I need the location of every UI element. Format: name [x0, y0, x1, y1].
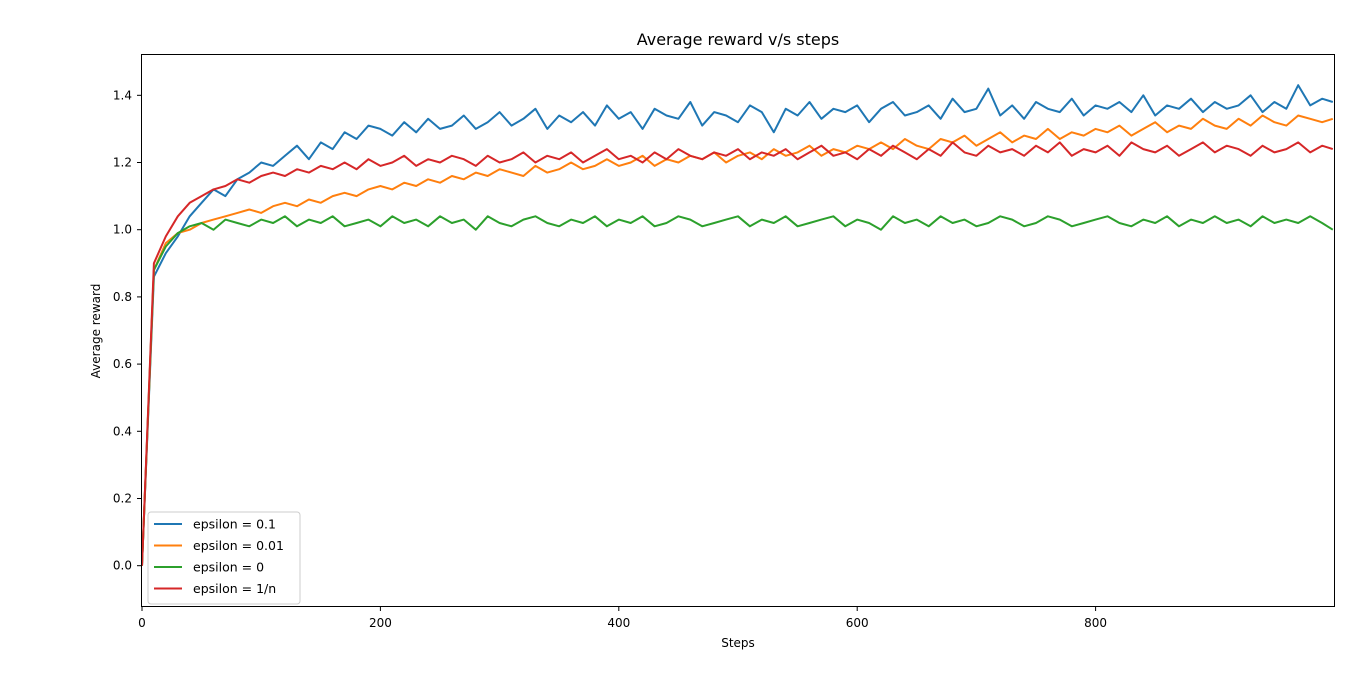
- x-tick-label: 600: [846, 616, 869, 630]
- y-tick-label: 0.8: [113, 290, 132, 304]
- legend-label: epsilon = 0.1: [193, 517, 276, 532]
- series-line-3: [141, 141, 1334, 566]
- legend: epsilon = 0.1 epsilon = 0.01 epsilon = 0 ep…: [147, 511, 301, 605]
- y-tick-label: 1.2: [113, 156, 132, 170]
- x-axis: 0 200 400 600 800: [138, 606, 1107, 630]
- legend-label: epsilon = 0: [193, 560, 264, 575]
- y-axis: 0.0 0.2 0.4 0.6 0.8 1.0 1.2 1.4: [113, 88, 142, 573]
- legend-label: epsilon = 0.01: [193, 538, 284, 553]
- y-tick-label: 1.0: [113, 223, 132, 237]
- legend-box: [147, 511, 301, 605]
- y-axis-title: Average reward: [89, 284, 103, 379]
- x-tick-label: 200: [369, 616, 392, 630]
- x-tick-label: 800: [1084, 616, 1107, 630]
- series-line-0: [141, 84, 1334, 566]
- x-tick-label: 0: [138, 616, 146, 630]
- plot-frame: [141, 54, 1335, 607]
- y-tick-label: 0.2: [113, 491, 132, 505]
- y-tick-label: 0.4: [113, 424, 132, 438]
- series-line-1: [141, 114, 1334, 566]
- series-layer: [141, 84, 1334, 566]
- legend-label: epsilon = 1/n: [193, 581, 276, 596]
- y-tick-label: 0.0: [113, 559, 132, 573]
- x-axis-title: Steps: [721, 636, 755, 650]
- x-tick-label: 400: [607, 616, 630, 630]
- series-line-2: [141, 215, 1334, 566]
- y-tick-label: 0.6: [113, 357, 132, 371]
- chart-title: Average reward v/s steps: [637, 30, 840, 49]
- y-tick-label: 1.4: [113, 88, 132, 102]
